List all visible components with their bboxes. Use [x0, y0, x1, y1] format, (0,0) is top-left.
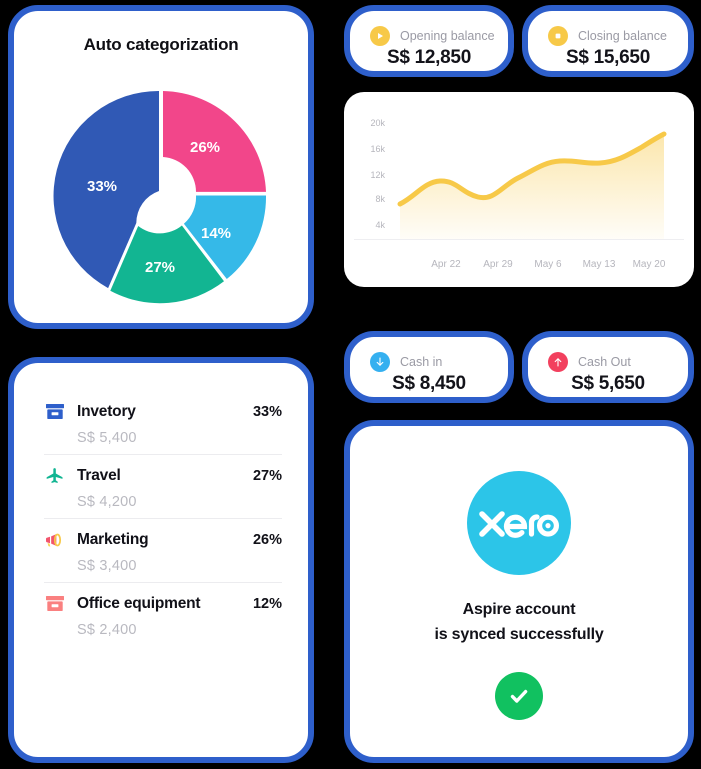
airplane-icon: [44, 465, 66, 487]
arrow-up-circle-icon: [548, 352, 568, 372]
stat-value: S$ 5,650: [571, 373, 645, 394]
donut-label-marketing: 26%: [190, 139, 220, 156]
sync-message-line-1: Aspire account: [462, 601, 576, 618]
category-amount: S$ 2,400: [77, 622, 137, 638]
stat-header: Cash Out: [548, 352, 631, 372]
balance-trend-chart-card: 20k 16k 12k 8k 4k Apr 22 Apr 29 May 6 Ma…: [344, 92, 694, 287]
x-tick-label: Apr 29: [483, 259, 513, 270]
donut-chart: 33% 26% 14% 27%: [50, 85, 272, 307]
category-list: Invetory 33% S$ 5,400 Travel 27% S$ 4,20…: [44, 391, 282, 646]
sync-status-message: Aspire account is synced successfully: [350, 598, 688, 648]
stat-header: Cash in: [370, 352, 442, 372]
category-row: Invetory 33%: [44, 401, 282, 423]
y-tick-label: 12k: [370, 170, 385, 180]
list-item[interactable]: Marketing 26% S$ 3,400: [44, 518, 282, 582]
stat-header: Closing balance: [548, 26, 667, 46]
category-name: Travel: [77, 467, 121, 484]
category-percent: 27%: [252, 468, 282, 484]
stat-label: Cash in: [400, 355, 443, 369]
donut-slice-travel: [110, 225, 224, 304]
play-circle-icon: [370, 26, 390, 46]
donut-label-travel: 27%: [145, 259, 175, 276]
page-title: Auto categorization: [83, 35, 239, 54]
x-tick-label: May 6: [534, 259, 562, 270]
category-name: Office equipment: [77, 595, 201, 612]
stat-value: S$ 8,450: [392, 373, 466, 394]
arrow-down-circle-icon: [370, 352, 390, 372]
closing-balance-card: Closing balance S$ 15,650: [522, 5, 694, 77]
y-tick-label: 4k: [375, 220, 385, 230]
category-row: Travel 27%: [44, 465, 282, 487]
donut-slice-invetory: [53, 90, 159, 289]
opening-balance-card: Opening balance S$ 12,850: [344, 5, 514, 77]
donut-slice-marketing: [163, 91, 266, 192]
category-amount: S$ 4,200: [77, 494, 137, 510]
x-tick-label: Apr 22: [431, 259, 461, 270]
category-name: Marketing: [77, 531, 149, 548]
cash-out-card: Cash Out S$ 5,650: [522, 331, 694, 403]
x-tick-label: May 13: [583, 259, 616, 270]
category-percent: 12%: [252, 596, 282, 612]
cash-in-card: Cash in S$ 8,450: [344, 331, 514, 403]
xero-logo-icon: [467, 471, 571, 575]
donut-slice-office-equipment: [183, 195, 267, 279]
category-amount: S$ 3,400: [77, 558, 137, 574]
sync-message-line-2: is synced successfully: [434, 625, 604, 643]
x-tick-label: May 20: [633, 259, 666, 270]
category-amount: S$ 5,400: [77, 430, 137, 446]
donut-chart-svg: 33% 26% 14% 27%: [53, 90, 267, 304]
stat-value: S$ 12,850: [387, 47, 471, 68]
chart-area-fill: [400, 134, 664, 239]
stat-header: Opening balance: [370, 26, 495, 46]
list-item[interactable]: Travel 27% S$ 4,200: [44, 454, 282, 518]
list-item[interactable]: Invetory 33% S$ 5,400: [44, 391, 282, 454]
megaphone-icon: [44, 529, 66, 551]
category-row: Marketing 26%: [44, 529, 282, 551]
y-tick-label: 20k: [370, 118, 385, 128]
archive-box-icon: [44, 401, 66, 423]
category-percent: 33%: [252, 404, 282, 420]
balance-trend-chart: 20k 16k 12k 8k 4k Apr 22 Apr 29 May 6 Ma…: [354, 118, 684, 270]
category-percent: 26%: [252, 532, 282, 548]
stat-label: Cash Out: [578, 355, 631, 369]
y-tick-label: 8k: [375, 194, 385, 204]
category-row: Office equipment 12%: [44, 593, 282, 615]
stat-value: S$ 15,650: [566, 47, 650, 68]
chart-line: [397, 131, 667, 207]
stat-label: Closing balance: [578, 29, 667, 43]
category-name: Invetory: [77, 403, 136, 420]
category-breakdown-card: Invetory 33% S$ 5,400 Travel 27% S$ 4,20…: [8, 357, 314, 763]
donut-label-invetory: 33%: [87, 178, 117, 195]
donut-label-office-equipment: 14%: [201, 225, 231, 242]
auto-categorization-card: Auto categorization 33% 26% 14% 27%: [8, 5, 314, 329]
archive-box-icon: [44, 593, 66, 615]
xero-sync-card: Aspire account is synced successfully: [344, 420, 694, 763]
y-tick-label: 16k: [370, 144, 385, 154]
stop-circle-icon: [548, 26, 568, 46]
stat-label: Opening balance: [400, 29, 495, 43]
check-circle-icon: [495, 672, 543, 720]
list-item[interactable]: Office equipment 12% S$ 2,400: [44, 582, 282, 646]
